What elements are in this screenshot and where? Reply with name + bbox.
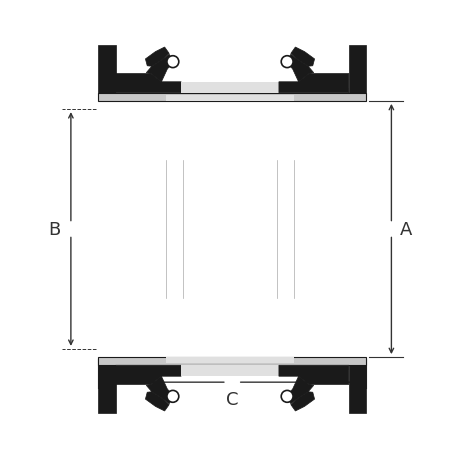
Polygon shape	[348, 365, 365, 414]
Polygon shape	[166, 95, 293, 102]
Circle shape	[167, 391, 179, 403]
Polygon shape	[116, 365, 348, 370]
Polygon shape	[145, 392, 169, 411]
Polygon shape	[181, 83, 278, 94]
Polygon shape	[116, 89, 348, 94]
Polygon shape	[116, 365, 181, 385]
Polygon shape	[145, 48, 169, 67]
Polygon shape	[278, 74, 348, 94]
Text: B: B	[49, 220, 61, 239]
Polygon shape	[285, 376, 313, 404]
Circle shape	[280, 56, 292, 68]
Polygon shape	[98, 365, 116, 414]
Polygon shape	[116, 74, 181, 94]
Circle shape	[167, 56, 179, 68]
Polygon shape	[278, 365, 348, 385]
Polygon shape	[98, 94, 365, 102]
Circle shape	[280, 391, 292, 403]
Polygon shape	[285, 55, 313, 83]
Polygon shape	[146, 376, 174, 404]
Text: C: C	[225, 391, 238, 409]
Polygon shape	[290, 392, 314, 411]
Polygon shape	[181, 365, 278, 376]
Polygon shape	[166, 357, 293, 364]
Text: A: A	[399, 220, 411, 239]
Polygon shape	[290, 48, 314, 67]
Polygon shape	[98, 45, 116, 94]
Polygon shape	[146, 55, 174, 83]
Polygon shape	[98, 357, 365, 365]
Polygon shape	[348, 45, 365, 94]
